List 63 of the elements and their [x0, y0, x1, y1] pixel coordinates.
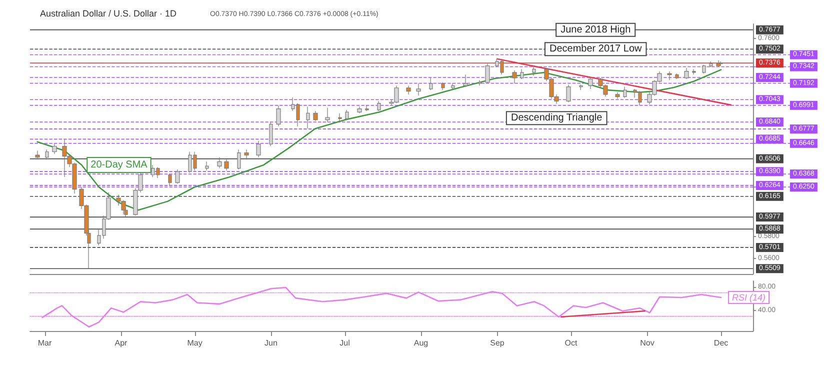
line-series [42, 286, 722, 328]
candlestick [684, 68, 689, 80]
candlestick [520, 68, 524, 80]
x-tick-label: Dec [714, 338, 728, 348]
candlestick [485, 63, 490, 84]
candlestick [217, 156, 222, 169]
candlestick [338, 112, 342, 122]
candlestick [615, 92, 620, 100]
candlestick [325, 107, 330, 122]
candlestick [224, 159, 229, 171]
candlestick [377, 100, 381, 112]
candlestick [345, 110, 349, 120]
candlestick [168, 173, 172, 186]
candlestick [478, 80, 482, 86]
candlestick [52, 144, 57, 154]
candlestick [716, 60, 721, 68]
candlestick [237, 149, 241, 170]
candlestick [719, 61, 723, 64]
chart-title: Australian Dollar / U.S. Dollar · 1D [40, 8, 178, 18]
candlestick [702, 64, 706, 74]
x-tick-label: Sep [490, 338, 505, 348]
line-series [36, 69, 722, 211]
candlestick [675, 73, 679, 80]
candlestick [45, 149, 49, 160]
annotation: June 2018 High [560, 24, 631, 36]
x-tick-label: Aug [414, 338, 428, 348]
candlestick [313, 110, 318, 122]
candlestick [205, 161, 209, 171]
candlestick [175, 169, 180, 184]
x-tick-label: Nov [640, 338, 654, 348]
candlestick [441, 82, 445, 90]
candlestick [532, 66, 536, 76]
x-tick-label: Jul [340, 338, 350, 348]
x-tick-label: Oct [564, 338, 578, 348]
candlestick [416, 83, 421, 96]
candlestick [269, 122, 273, 147]
candlestick [365, 105, 369, 112]
candlestick [406, 85, 411, 95]
candlestick [306, 106, 310, 129]
candlestick [512, 70, 517, 84]
candlestick [566, 84, 571, 102]
candlestick [463, 74, 468, 88]
candlestick [579, 84, 583, 90]
candlestick [709, 61, 713, 68]
series-label: RSI (14) [732, 292, 766, 302]
annotation: December 2017 Low [549, 44, 643, 55]
x-tick-label: May [187, 338, 202, 348]
x-tick-label: Jun [264, 338, 278, 348]
series-label: 20-Day SMA [90, 159, 148, 170]
x-tick-label: Apr [114, 338, 128, 348]
candlestick [244, 149, 249, 160]
candlestick [357, 106, 362, 114]
annotation: Descending Triangle [511, 112, 603, 124]
candlestick [451, 83, 455, 90]
x-tick-label: Mar [38, 338, 52, 348]
candlestick [35, 150, 40, 160]
candlestick [588, 78, 593, 90]
candlestick [667, 71, 672, 80]
candlestick [623, 86, 627, 98]
candlestick [692, 68, 696, 75]
candlestick [429, 78, 433, 90]
candlestick [276, 105, 281, 127]
candlestick [256, 140, 261, 158]
